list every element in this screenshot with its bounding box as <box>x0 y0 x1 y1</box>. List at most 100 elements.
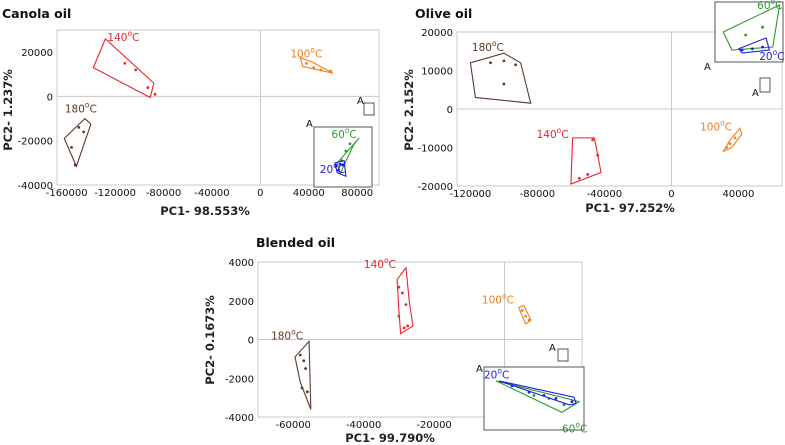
x-tick-label: -40000 <box>346 420 381 431</box>
cluster-140C: 140oC <box>537 126 602 185</box>
y-axis-label: PC2- 1.237% <box>1 69 15 151</box>
cluster-180C: 180oC <box>271 327 312 410</box>
temp-number: 140 <box>537 129 557 141</box>
cluster-hull <box>63 117 92 168</box>
data-point <box>596 153 600 157</box>
temp-unit: C <box>502 370 509 382</box>
y-axis-label: PC2- 0.1673% <box>203 295 217 385</box>
inset-cluster-60C: 60oC <box>722 0 782 51</box>
y-tick-label: -20000 <box>418 182 453 193</box>
panel-title: Canola oil <box>2 6 71 21</box>
cluster-label: 140oC <box>537 126 569 141</box>
data-point <box>336 168 340 172</box>
x-tick-label: 40000 <box>723 189 755 200</box>
temp-number: 60 <box>757 0 770 12</box>
temp-number: 100 <box>482 295 502 307</box>
degree-sign: o <box>502 292 507 301</box>
temp-number: 20 <box>484 370 497 382</box>
inset-cluster-60C: 60oC <box>331 126 360 176</box>
data-point <box>146 86 150 89</box>
temp-unit: C <box>296 330 303 342</box>
cluster-hull <box>517 304 532 325</box>
data-point <box>527 390 531 394</box>
x-tick-label: -160000 <box>46 188 88 199</box>
data-point <box>502 82 506 86</box>
x-tick-label: -60000 <box>276 420 311 431</box>
data-point <box>338 162 342 166</box>
degree-sign: o <box>333 161 338 170</box>
data-point <box>304 61 308 65</box>
x-ticks: -120000 -80000 -40000 0 40000 <box>450 189 755 200</box>
panel-title: Blended oil <box>256 235 335 250</box>
cluster-hull <box>570 137 602 185</box>
data-point <box>586 173 590 176</box>
data-point <box>510 384 514 388</box>
data-point <box>527 318 531 322</box>
data-point <box>542 393 546 397</box>
cluster-label: 20oC <box>484 367 509 382</box>
data-point <box>312 66 316 70</box>
temp-number: 20 <box>759 51 772 63</box>
y-tick-label: -10000 <box>418 144 453 155</box>
temp-unit: C <box>507 295 514 307</box>
cluster-hull <box>722 127 743 153</box>
inset-cluster-20C: 20oC <box>320 159 347 178</box>
x-tick-label: -120000 <box>450 189 492 200</box>
cluster-hull <box>396 266 414 335</box>
cluster-hull <box>495 380 581 413</box>
data-point <box>740 48 744 52</box>
data-point <box>153 92 157 96</box>
data-point <box>82 130 86 134</box>
data-point <box>134 68 138 72</box>
data-point <box>70 145 73 149</box>
zero-lines <box>57 30 379 185</box>
cluster-140C: 140oC <box>364 256 414 335</box>
x-axis-label: PC1- 99.790% <box>345 431 435 445</box>
degree-sign: o <box>773 48 778 57</box>
y-tick-label: 20000 <box>421 28 453 39</box>
cluster-180C: 180oC <box>63 101 97 168</box>
temp-unit: C <box>561 129 568 141</box>
degree-sign: o <box>291 327 296 336</box>
x-ticks: -160000 -120000 -80000 -40000 0 40000 80000 <box>46 188 373 199</box>
data-point <box>305 390 309 394</box>
temp-unit: C <box>338 164 345 176</box>
data-point <box>300 386 304 390</box>
temp-number: 60 <box>562 424 575 436</box>
cluster-label: 180oC <box>472 39 504 54</box>
temp-unit: C <box>497 42 504 54</box>
x-axis-label: PC1- 97.252% <box>585 201 675 215</box>
temp-unit: C <box>89 104 96 116</box>
y-tick-label: 0 <box>447 105 453 116</box>
cluster-180C: 180oC <box>469 39 532 104</box>
cluster-100C: 100oC <box>700 118 743 153</box>
data-point <box>514 63 518 67</box>
cluster-hull <box>722 4 781 51</box>
inset-label: A <box>476 364 483 375</box>
cluster-label: 20oC <box>320 161 345 176</box>
x-tick-label: 80000 <box>341 188 373 199</box>
cluster-hull <box>294 340 312 410</box>
y-ticks: 20000 0 -20000 -40000 <box>18 48 53 192</box>
cluster-hull <box>299 56 334 74</box>
y-tick-label: -4000 <box>225 413 254 424</box>
cluster-hull <box>498 380 577 406</box>
inset-cluster-60C: 60oC <box>495 380 587 436</box>
data-point <box>123 61 127 65</box>
x-tick-label: -120000 <box>94 188 136 199</box>
degree-sign: o <box>384 256 389 265</box>
x-axis-label: PC1- 98.553% <box>160 204 250 218</box>
data-point <box>397 285 401 289</box>
cluster-100C: 100oC <box>290 46 334 74</box>
degree-sign: o <box>310 46 315 55</box>
data-point <box>298 353 302 357</box>
x-tick-label: 0 <box>257 188 263 199</box>
data-point <box>402 326 406 330</box>
y-ticks: 20000 10000 0 -10000 -20000 <box>418 28 453 193</box>
y-tick-label: -40000 <box>18 181 53 192</box>
y-tick-label: 20000 <box>21 48 53 59</box>
data-point <box>489 61 492 65</box>
